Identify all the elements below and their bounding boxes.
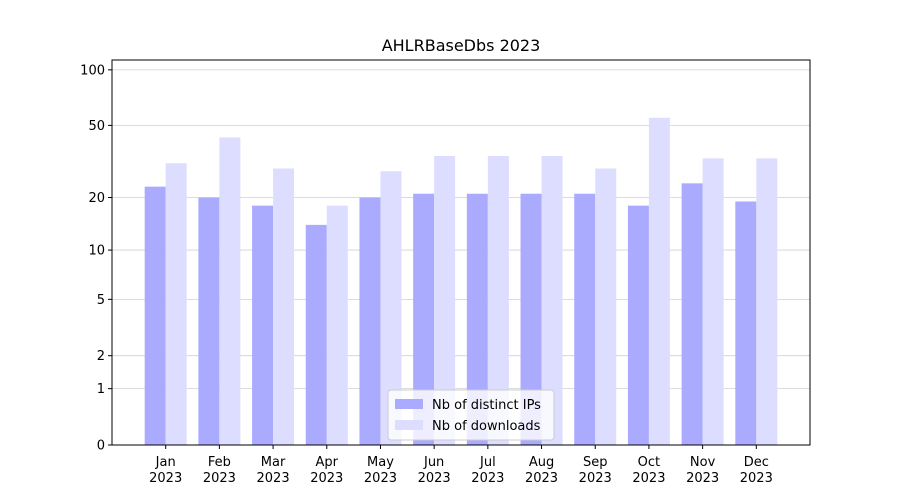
bar xyxy=(756,158,778,445)
x-tick-label: Feb 2023 xyxy=(203,455,236,486)
y-tick-label: 100 xyxy=(80,63,105,78)
bar xyxy=(702,158,724,445)
bar xyxy=(413,193,435,445)
y-tick-label: 5 xyxy=(97,293,105,308)
x-tick-label: Aug 2023 xyxy=(525,455,558,486)
bar xyxy=(434,155,456,446)
x-tick-label: Nov 2023 xyxy=(686,455,719,486)
y-tick-label: 50 xyxy=(88,119,105,134)
bar xyxy=(305,224,327,445)
legend-label: Nb of downloads xyxy=(432,419,541,434)
bar xyxy=(273,168,295,445)
y-tick-label: 2 xyxy=(97,349,105,364)
legend-swatch xyxy=(395,420,423,430)
chart-title: AHLRBaseDbs 2023 xyxy=(382,36,541,55)
x-tick-label: May 2023 xyxy=(364,455,397,486)
x-tick-label: Dec 2023 xyxy=(740,455,773,486)
y-tick-label: 1 xyxy=(97,382,105,397)
bar xyxy=(487,155,509,446)
bar xyxy=(735,201,757,445)
bar xyxy=(541,155,563,446)
x-tick-label: Mar 2023 xyxy=(257,455,290,486)
bar xyxy=(144,186,166,446)
x-tick-label: Jun 2023 xyxy=(418,455,451,486)
bar xyxy=(595,168,617,445)
bar xyxy=(380,171,402,445)
bar xyxy=(466,193,488,445)
plot-frame xyxy=(111,59,811,446)
bar xyxy=(326,205,348,445)
bar xyxy=(574,193,596,445)
x-tick-label: Jan 2023 xyxy=(149,455,182,486)
bar xyxy=(165,163,187,445)
x-tick-label: Apr 2023 xyxy=(310,455,343,486)
bar xyxy=(219,137,241,445)
legend-swatch xyxy=(395,399,423,409)
bar xyxy=(520,193,542,445)
bar xyxy=(252,205,274,445)
bar xyxy=(681,183,703,445)
y-tick-label: 10 xyxy=(88,244,105,259)
legend-label: Nb of distinct IPs xyxy=(432,398,541,413)
bar xyxy=(359,197,381,445)
x-tick-label: Oct 2023 xyxy=(632,455,665,486)
legend-box xyxy=(387,389,555,441)
y-tick-label: 0 xyxy=(97,439,105,454)
x-tick-label: Sep 2023 xyxy=(579,455,612,486)
x-tick-label: Jul 2023 xyxy=(471,455,504,486)
bar xyxy=(627,205,649,445)
y-tick-label: 20 xyxy=(88,191,105,206)
bar xyxy=(198,197,220,445)
bar xyxy=(648,117,670,445)
